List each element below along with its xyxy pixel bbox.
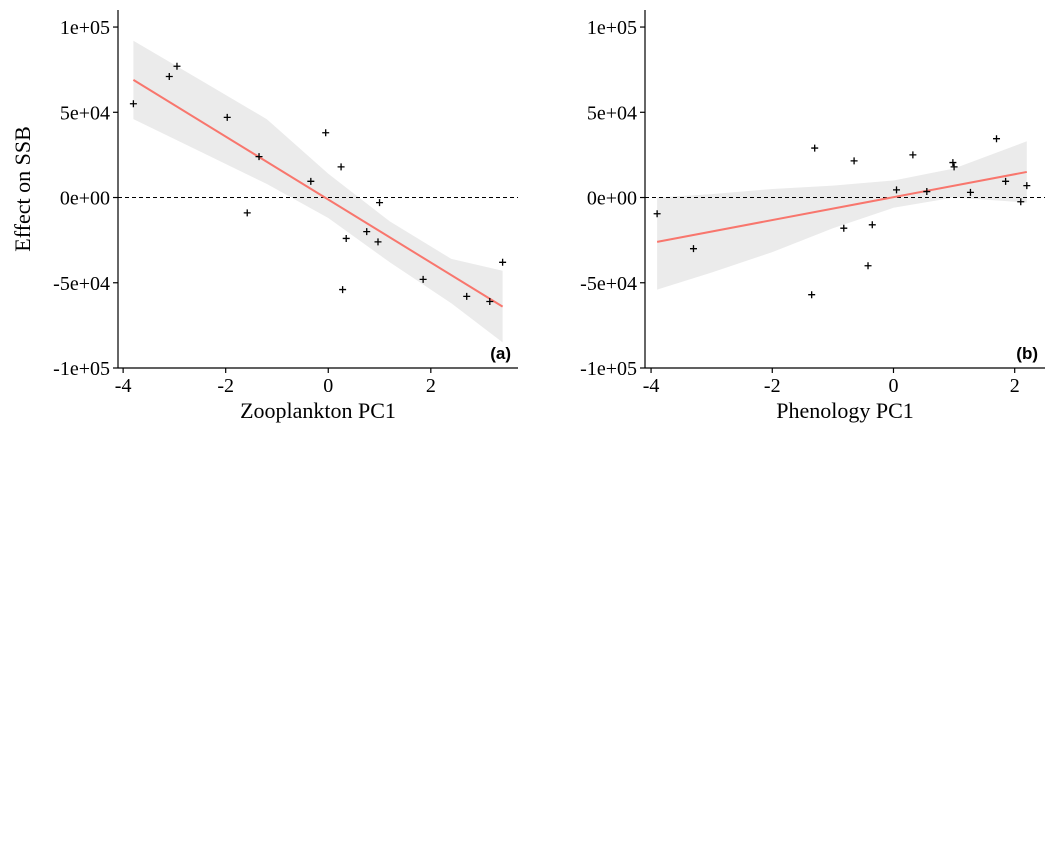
panel-label: (b) xyxy=(1016,344,1038,363)
x-tick-label: -4 xyxy=(115,375,132,397)
panel-b: -1e+05 -5e+04 0e+00 5e+04 1e+05 -4 -2 0 2 Phenolo… xyxy=(580,10,1045,423)
x-tick-label: -2 xyxy=(217,375,234,397)
y-tick-label: 1e+05 xyxy=(587,17,637,39)
x-tick-label: 2 xyxy=(1010,375,1020,397)
data-point xyxy=(1017,198,1025,206)
data-point xyxy=(993,135,1001,143)
data-point xyxy=(129,100,137,108)
y-tick-label: 1e+05 xyxy=(60,17,110,39)
data-point xyxy=(893,186,901,194)
data-point xyxy=(949,159,957,167)
data-point xyxy=(653,210,661,218)
data-point xyxy=(840,224,848,232)
y-tick-label: -5e+04 xyxy=(53,273,110,295)
data-point xyxy=(486,298,494,306)
regression-line xyxy=(656,170,1028,243)
data-point xyxy=(463,292,471,300)
y-tick-label: -5e+04 xyxy=(580,273,637,295)
data-point xyxy=(966,188,974,196)
data-point xyxy=(374,238,382,246)
x-tick-label: -4 xyxy=(643,375,660,397)
data-point xyxy=(419,275,427,283)
panel-a: -1e+05 -5e+04 0e+00 5e+04 1e+05 -4 -2 0 2 Zooplan… xyxy=(10,10,518,423)
confidence-band xyxy=(133,40,503,343)
y-tick-label: 0e+00 xyxy=(587,188,637,210)
data-point xyxy=(868,221,876,229)
data-point xyxy=(223,113,231,121)
regression-line xyxy=(132,79,504,308)
data-point xyxy=(811,144,819,152)
data-point xyxy=(950,163,958,171)
data-point xyxy=(1002,177,1010,185)
x-tick-label: -2 xyxy=(764,375,781,397)
data-point xyxy=(499,258,507,266)
panel-label: (a) xyxy=(490,344,511,363)
data-point xyxy=(337,163,345,171)
data-point xyxy=(850,157,858,165)
data-point xyxy=(243,209,251,217)
x-axis-title: Zooplankton PC1 xyxy=(240,398,396,423)
x-tick-label: 2 xyxy=(426,375,436,397)
y-tick-label: 0e+00 xyxy=(60,188,110,210)
data-point xyxy=(909,151,917,159)
data-point xyxy=(923,188,931,196)
data-point xyxy=(864,262,872,270)
data-point xyxy=(339,286,347,294)
y-tick-label: -1e+05 xyxy=(580,358,637,380)
x-axis-title: Phenology PC1 xyxy=(776,398,914,423)
data-point xyxy=(376,199,384,207)
data-point xyxy=(342,234,350,242)
y-tick-label: 5e+04 xyxy=(587,102,637,124)
data-point xyxy=(165,72,173,80)
data-point xyxy=(307,177,315,185)
x-tick-label: 0 xyxy=(323,375,333,397)
y-tick-label: 5e+04 xyxy=(60,102,110,124)
y-tick-label: -1e+05 xyxy=(53,358,110,380)
data-point xyxy=(689,245,697,253)
confidence-band xyxy=(657,141,1027,290)
y-axis-title: Effect on SSB xyxy=(10,126,35,251)
data-point xyxy=(1023,182,1031,190)
data-point xyxy=(173,62,181,70)
x-tick-label: 0 xyxy=(888,375,898,397)
data-point xyxy=(322,129,330,137)
data-point xyxy=(808,291,816,299)
data-point xyxy=(255,153,263,161)
data-point xyxy=(363,228,371,236)
